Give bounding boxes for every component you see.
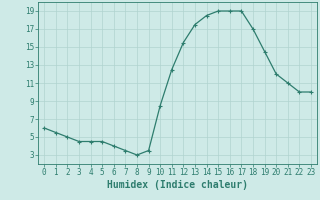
X-axis label: Humidex (Indice chaleur): Humidex (Indice chaleur) [107,180,248,190]
